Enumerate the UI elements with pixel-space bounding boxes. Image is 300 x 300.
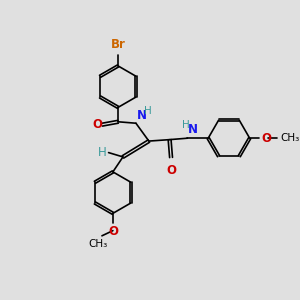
- Text: N: N: [137, 109, 147, 122]
- Text: O: O: [166, 164, 176, 177]
- Text: H: H: [182, 120, 190, 130]
- Text: O: O: [262, 132, 272, 145]
- Text: O: O: [108, 225, 118, 239]
- Text: CH₃: CH₃: [89, 239, 108, 249]
- Text: H: H: [98, 146, 106, 158]
- Text: H: H: [144, 106, 152, 116]
- Text: N: N: [188, 123, 198, 136]
- Text: CH₃: CH₃: [280, 133, 299, 143]
- Text: Br: Br: [111, 38, 125, 51]
- Text: O: O: [92, 118, 102, 131]
